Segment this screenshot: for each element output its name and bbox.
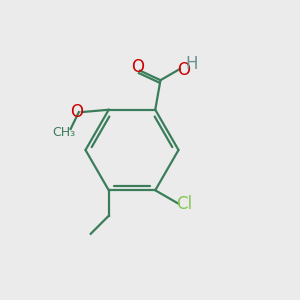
Text: O: O bbox=[70, 103, 83, 121]
Text: Cl: Cl bbox=[177, 195, 193, 213]
Text: CH₃: CH₃ bbox=[52, 126, 76, 139]
Text: H: H bbox=[185, 55, 198, 73]
Text: O: O bbox=[131, 58, 144, 76]
Text: O: O bbox=[177, 61, 190, 79]
